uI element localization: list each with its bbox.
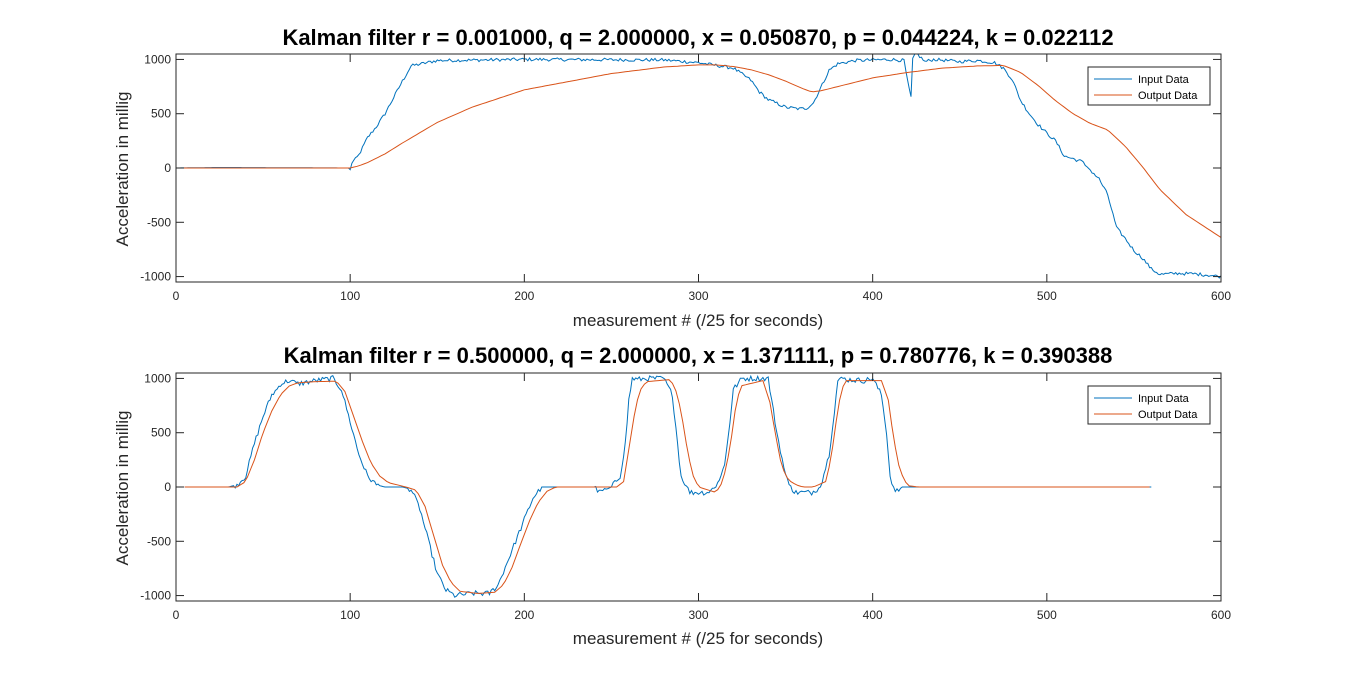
top-y-tick-label: 1000 <box>144 52 171 66</box>
bottom-y-tick-label: 0 <box>164 480 171 494</box>
top-x-tick-label: 0 <box>173 289 180 303</box>
bottom-y-tick-label: -1000 <box>140 589 171 603</box>
top-x-tick-label: 500 <box>1037 289 1057 303</box>
bottom-chart-title: Kalman filter r = 0.500000, q = 2.000000… <box>284 343 1113 368</box>
top-legend: Input Data Output Data <box>1087 66 1211 106</box>
top-y-tick-label: 0 <box>164 161 171 175</box>
top-output-data-line <box>176 64 1221 238</box>
top-axis-ticks: 0 100 200 300 400 500 600 -1000 -500 0 500 1000 <box>140 52 1231 303</box>
bottom-subplot: Kalman filter r = 0.500000, q = 2.000000… <box>113 343 1231 648</box>
bottom-x-tick-label: 400 <box>863 608 883 622</box>
top-x-tick-label: 600 <box>1211 289 1231 303</box>
bottom-x-tick-label: 0 <box>173 608 180 622</box>
top-chart-title: Kalman filter r = 0.001000, q = 2.000000… <box>282 25 1113 50</box>
top-legend-output-data-label: Output Data <box>1138 90 1198 102</box>
top-y-tick-label: -1000 <box>140 270 171 284</box>
bottom-x-tick-label: 500 <box>1037 608 1057 622</box>
bottom-axis-ticks: 0 100 200 300 400 500 600 -1000 -500 0 500 1000 <box>140 371 1231 622</box>
top-y-axis-label: Acceleration in millig <box>113 92 132 247</box>
top-input-data-line <box>176 54 1221 279</box>
bottom-x-tick-label: 600 <box>1211 608 1231 622</box>
bottom-x-axis-label: measurement # (/25 for seconds) <box>573 629 823 648</box>
bottom-legend-input-data-label: Input Data <box>1138 393 1190 405</box>
top-legend-box <box>1087 66 1211 106</box>
bottom-plot-marks <box>184 374 1152 598</box>
top-y-tick-label: -500 <box>147 215 171 229</box>
bottom-y-axis-label: Acceleration in millig <box>113 411 132 566</box>
bottom-legend-box <box>1087 385 1211 425</box>
bottom-y-tick-label: 1000 <box>144 371 171 385</box>
top-x-tick-label: 300 <box>688 289 708 303</box>
bottom-x-tick-label: 300 <box>688 608 708 622</box>
top-x-tick-label: 400 <box>863 289 883 303</box>
bottom-x-tick-label: 200 <box>514 608 534 622</box>
top-x-tick-label: 200 <box>514 289 534 303</box>
top-y-tick-label: 500 <box>151 107 171 121</box>
bottom-x-tick-label: 100 <box>340 608 360 622</box>
top-plot-marks <box>176 54 1221 279</box>
bottom-y-tick-label: 500 <box>151 426 171 440</box>
bottom-legend-output-data-label: Output Data <box>1138 409 1198 421</box>
bottom-legend: Input Data Output Data <box>1087 385 1211 425</box>
bottom-output-data-line <box>184 379 1150 594</box>
top-x-axis-label: measurement # (/25 for seconds) <box>573 311 823 330</box>
bottom-y-tick-label: -500 <box>147 534 171 548</box>
top-subplot: Kalman filter r = 0.001000, q = 2.000000… <box>113 25 1231 330</box>
top-x-tick-label: 100 <box>340 289 360 303</box>
top-legend-input-data-label: Input Data <box>1138 74 1190 86</box>
